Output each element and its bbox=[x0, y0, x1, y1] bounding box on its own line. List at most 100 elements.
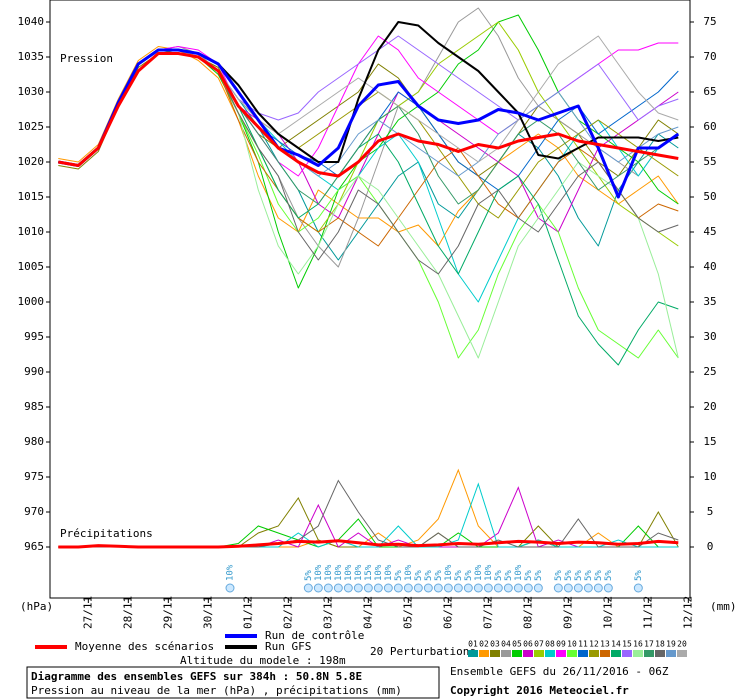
y2-tick-label: 40 bbox=[703, 260, 716, 273]
snow-label: 10% bbox=[324, 564, 334, 581]
snow-icon bbox=[563, 583, 573, 593]
snow-icon bbox=[413, 583, 423, 593]
snow-label: 5% bbox=[394, 570, 404, 581]
y2-tick-label: 10 bbox=[703, 470, 716, 483]
y2-tick-label: 60 bbox=[703, 120, 716, 133]
legend-label: 18 bbox=[655, 640, 665, 649]
y2-tick-label: 65 bbox=[703, 85, 716, 98]
y-tick-label: 1020 bbox=[18, 155, 45, 168]
legend-label: 01 bbox=[468, 640, 478, 649]
legend-label: 05 bbox=[512, 640, 522, 649]
y-tick-label: 1010 bbox=[18, 225, 45, 238]
y-tick-label: 970 bbox=[24, 505, 44, 518]
snow-label: 10% bbox=[344, 564, 354, 581]
y-tick-label: 1040 bbox=[18, 15, 45, 28]
snow-icon bbox=[393, 583, 403, 593]
snow-icon bbox=[573, 583, 583, 593]
y2-tick-label: 50 bbox=[703, 190, 716, 203]
x-tick-label: 07/12 bbox=[481, 596, 494, 629]
x-tick-label: 09/12 bbox=[561, 596, 574, 629]
snow-label: 5% bbox=[524, 570, 534, 581]
legend-label: 10 bbox=[567, 640, 577, 649]
legend-label: 11 bbox=[578, 640, 588, 649]
legend-swatch bbox=[666, 650, 676, 657]
precip-line bbox=[58, 539, 679, 549]
snow-label: 5% bbox=[574, 570, 584, 581]
legend-swatch bbox=[479, 650, 489, 657]
x-tick-label: 08/12 bbox=[521, 596, 534, 629]
x-tick-label: 28/11 bbox=[121, 596, 134, 629]
legend-label: 15 bbox=[622, 640, 632, 649]
y2-tick-label: 75 bbox=[703, 15, 716, 28]
snow-icon bbox=[383, 583, 393, 593]
legend-label: 17 bbox=[644, 640, 654, 649]
snow-label: 5% bbox=[434, 570, 444, 581]
plot-frame bbox=[49, 0, 691, 599]
snow-icon bbox=[583, 583, 593, 593]
snow-icon bbox=[633, 583, 643, 593]
snow-label: 10% bbox=[474, 564, 484, 581]
y-tick-label: 1035 bbox=[18, 50, 45, 63]
snow-label: 5% bbox=[604, 570, 614, 581]
y-tick-label: 1005 bbox=[18, 260, 45, 273]
snow-icon bbox=[373, 583, 383, 593]
snow-icon bbox=[513, 583, 523, 593]
snow-label: 10% bbox=[444, 564, 454, 581]
x-tick-label: 06/12 bbox=[441, 596, 454, 629]
x-tick-label: 10/12 bbox=[601, 596, 614, 629]
snow-label: 5% bbox=[464, 570, 474, 581]
snow-icon bbox=[333, 583, 343, 593]
snow-icon bbox=[423, 583, 433, 593]
legend-swatch bbox=[677, 650, 687, 657]
snow-label: 5% bbox=[414, 570, 424, 581]
legend-swatch bbox=[490, 650, 500, 657]
legend-swatch bbox=[611, 650, 621, 657]
x-tick-label: 05/12 bbox=[401, 596, 414, 629]
pressure-line bbox=[58, 46, 679, 247]
y2-tick-label: 0 bbox=[707, 540, 714, 553]
legend-label: 20 bbox=[677, 640, 687, 649]
y-tick-label: 1025 bbox=[18, 120, 45, 133]
snow-label: 5% bbox=[564, 570, 574, 581]
perturbations-label: 20 Perturbations bbox=[370, 645, 476, 658]
legend-swatch bbox=[468, 650, 478, 657]
snow-icon bbox=[493, 583, 503, 593]
snow-icon bbox=[353, 583, 363, 593]
snow-icon bbox=[225, 583, 235, 593]
snow-label: 5% bbox=[634, 570, 644, 581]
snow-label: 5% bbox=[494, 570, 504, 581]
legend-label: 07 bbox=[534, 640, 544, 649]
subtitle: Pression au niveau de la mer (hPa) , pré… bbox=[31, 684, 402, 697]
snow-label: 5% bbox=[534, 570, 544, 581]
snow-icon bbox=[363, 583, 373, 593]
snow-icon bbox=[533, 583, 543, 593]
legend-swatch bbox=[545, 650, 555, 657]
y-tick-label: 985 bbox=[24, 400, 44, 413]
snow-label: 10% bbox=[354, 564, 364, 581]
legend-swatch bbox=[501, 650, 511, 657]
snow-label: 10% bbox=[484, 564, 494, 581]
snow-label: 15% bbox=[364, 564, 374, 581]
snow-label: 10% bbox=[374, 564, 384, 581]
legend-swatch bbox=[644, 650, 654, 657]
snow-icon bbox=[343, 583, 353, 593]
y-tick-label: 995 bbox=[24, 330, 44, 343]
snow-label: 5% bbox=[554, 570, 564, 581]
y-tick-label: 980 bbox=[24, 435, 44, 448]
legend-swatch bbox=[556, 650, 566, 657]
x-tick-label: 30/11 bbox=[201, 596, 214, 629]
legend-label: 12 bbox=[589, 640, 599, 649]
x-tick-label: 12/12 bbox=[681, 596, 694, 629]
legend-label: 08 bbox=[545, 640, 555, 649]
y-tick-label: 1015 bbox=[18, 190, 45, 203]
title: Diagramme des ensembles GEFS sur 384h : … bbox=[31, 670, 362, 683]
snow-label: 5% bbox=[504, 570, 514, 581]
snow-label: 10% bbox=[384, 564, 394, 581]
y-tick-label: 965 bbox=[24, 540, 44, 553]
legend-label: 02 bbox=[479, 640, 489, 649]
legend-swatch bbox=[622, 650, 632, 657]
snow-label: 5% bbox=[594, 570, 604, 581]
y2-unit: (mm) bbox=[710, 600, 737, 613]
snow-icon bbox=[603, 583, 613, 593]
